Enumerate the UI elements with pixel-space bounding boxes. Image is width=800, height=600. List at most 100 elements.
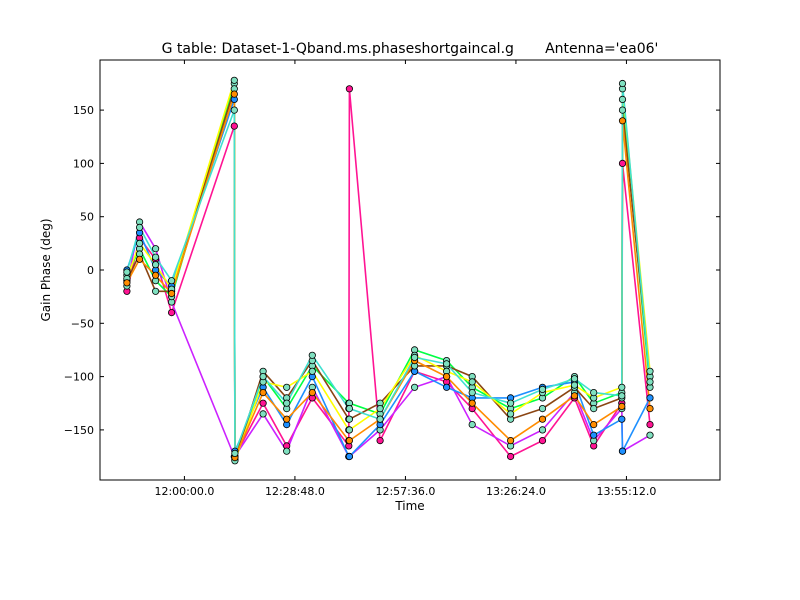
data-point	[168, 289, 176, 298]
data-point	[468, 420, 476, 429]
data-point	[506, 399, 515, 407]
data-point	[345, 415, 353, 423]
data-point	[506, 436, 515, 445]
data-point	[570, 381, 579, 389]
data-point	[230, 90, 238, 98]
data-point	[345, 436, 353, 445]
data-point	[259, 399, 267, 407]
series-7	[126, 83, 651, 454]
data-point	[618, 95, 627, 104]
data-point	[308, 388, 316, 397]
data-point	[538, 385, 547, 393]
data-point	[646, 420, 654, 429]
series-markers-0	[123, 85, 654, 461]
x-tick-label: 13:55:12.0	[596, 485, 656, 498]
data-point	[646, 367, 654, 375]
data-point	[570, 375, 579, 383]
data-point	[152, 271, 160, 279]
data-point	[538, 415, 547, 423]
series-0	[126, 88, 651, 458]
data-point	[376, 404, 384, 413]
data-point	[345, 404, 353, 413]
data-point	[152, 261, 160, 269]
data-point	[136, 239, 144, 247]
data-point	[618, 117, 627, 125]
data-point	[136, 255, 144, 263]
data-point	[259, 410, 267, 418]
series-markers-5	[123, 76, 654, 465]
series-line-7	[126, 83, 651, 454]
data-point	[152, 287, 160, 295]
series-layer	[123, 76, 654, 465]
data-point	[123, 268, 131, 276]
y-tick-label: 50	[80, 211, 94, 224]
data-point	[123, 279, 131, 287]
x-axis-label: Time	[394, 499, 424, 513]
data-point	[168, 277, 176, 285]
y-tick-label: −150	[64, 424, 94, 437]
y-tick-label: 0	[87, 264, 94, 277]
data-point	[618, 106, 627, 114]
data-point	[646, 378, 654, 386]
data-point	[590, 404, 598, 413]
data-point	[618, 392, 626, 400]
data-point	[283, 399, 291, 407]
data-point	[442, 372, 451, 381]
data-point	[345, 452, 353, 461]
series-4	[126, 88, 651, 460]
data-point	[152, 245, 160, 253]
data-point	[646, 431, 654, 439]
data-point	[570, 392, 579, 400]
data-point	[259, 388, 267, 397]
data-point	[618, 159, 627, 167]
data-point	[468, 388, 476, 397]
data-point	[283, 415, 291, 423]
data-point	[506, 410, 515, 418]
data-point	[230, 76, 238, 84]
y-tick-label: 150	[73, 104, 94, 117]
data-point	[590, 388, 598, 397]
data-point	[590, 420, 598, 429]
data-point	[345, 426, 353, 434]
data-point	[618, 447, 627, 455]
data-point	[646, 394, 654, 402]
ticks-layer: 150 100 50 0 −50 −100 −150 12:00:00.0 12:28:48.0…	[64, 60, 720, 498]
data-point	[468, 399, 476, 407]
series-line-0	[126, 88, 651, 458]
data-point	[410, 383, 419, 391]
series-5	[126, 80, 651, 462]
data-point	[646, 404, 654, 413]
data-point	[345, 85, 353, 93]
y-tick-label: 100	[73, 157, 94, 170]
y-tick-label: −50	[71, 317, 94, 330]
series-line-4	[126, 88, 651, 460]
chart-title: G table: Dataset-1-Qband.ms.phaseshortga…	[162, 41, 659, 57]
series-line-5	[126, 80, 651, 462]
data-point	[376, 436, 384, 445]
data-point	[442, 360, 451, 368]
data-point	[152, 253, 160, 261]
x-tick-label: 12:57:36.0	[375, 485, 435, 498]
x-tick-label: 12:28:48.0	[265, 485, 325, 498]
data-point	[259, 372, 267, 381]
data-point	[410, 353, 419, 361]
x-tick-label: 12:00:00.0	[154, 485, 214, 498]
series-markers-7	[123, 79, 654, 457]
data-point	[506, 452, 515, 461]
data-point	[618, 79, 627, 88]
series-line-1	[126, 219, 651, 458]
data-point	[618, 402, 626, 410]
data-point	[618, 383, 626, 391]
data-point	[308, 367, 316, 375]
y-axis-label: Gain Phase (deg)	[39, 218, 53, 321]
series-1	[126, 219, 651, 458]
data-point	[618, 415, 626, 423]
data-point	[230, 106, 238, 114]
data-point	[283, 383, 291, 391]
data-point	[442, 383, 451, 391]
data-point	[590, 431, 598, 439]
data-point	[308, 351, 316, 359]
data-point	[230, 122, 238, 130]
